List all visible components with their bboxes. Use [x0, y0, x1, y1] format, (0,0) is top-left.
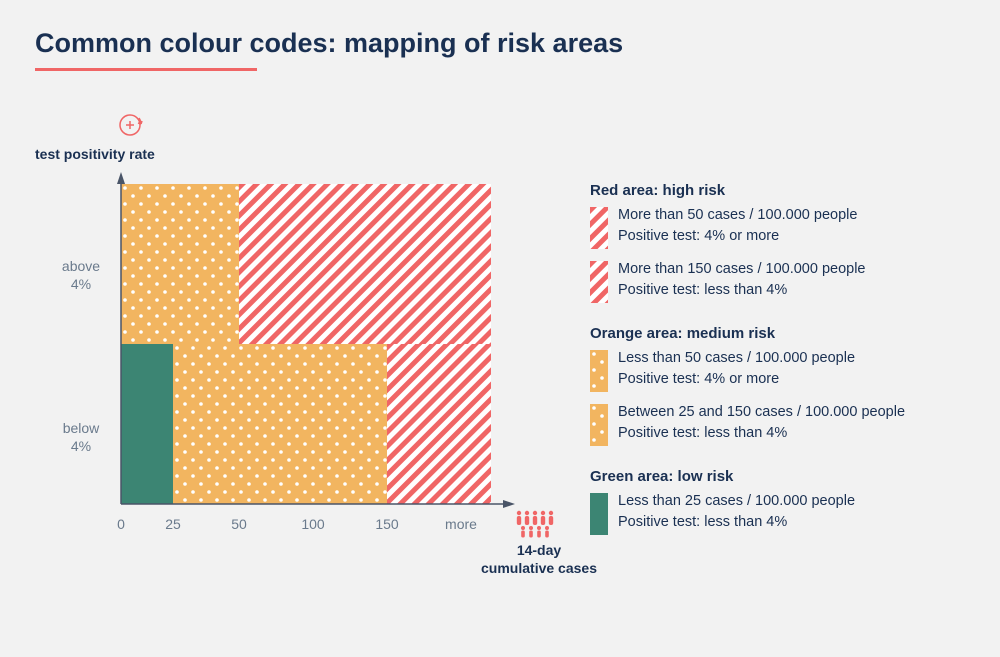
cell-above-red: [239, 184, 491, 344]
swatch-orange: [590, 404, 608, 446]
page-title: Common colour codes: mapping of risk are…: [35, 28, 623, 59]
y-axis-label: test positivity rate: [35, 146, 155, 162]
legend-red: Red area: high risk More than 50 cases /…: [590, 182, 980, 303]
legend-orange: Orange area: medium risk Less than 50 ca…: [590, 325, 980, 446]
title-underline: [35, 68, 257, 71]
x-tick-0: 0: [117, 516, 125, 532]
legend-green-entry-0: Less than 25 cases / 100.000 people Posi…: [618, 491, 855, 533]
plot-area: [121, 184, 491, 552]
legend-red-entry-1: More than 150 cases / 100.000 people Pos…: [618, 259, 865, 301]
legend-red-title: Red area: high risk: [590, 182, 980, 199]
x-tick-more: more: [445, 516, 477, 532]
cell-below-orange: [173, 344, 387, 504]
x-tick-25: 25: [165, 516, 181, 532]
swatch-green: [590, 493, 608, 535]
x-axis-label: 14-daycumulative cases: [479, 542, 599, 577]
cell-below-red: [387, 344, 491, 504]
legend-orange-title: Orange area: medium risk: [590, 325, 980, 342]
swatch-red: [590, 261, 608, 303]
x-tick-100: 100: [301, 516, 324, 532]
legend: Red area: high risk More than 50 cases /…: [590, 182, 980, 557]
legend-red-entry-0: More than 50 cases / 100.000 people Posi…: [618, 205, 857, 247]
y-tick-below: below4%: [53, 420, 109, 455]
cell-below-green: [121, 344, 173, 504]
legend-orange-entry-1: Between 25 and 150 cases / 100.000 peopl…: [618, 402, 905, 444]
y-tick-above: above4%: [53, 258, 109, 293]
x-tick-50: 50: [231, 516, 247, 532]
positivity-rate-icon: [115, 110, 145, 140]
swatch-orange: [590, 350, 608, 392]
x-tick-150: 150: [375, 516, 398, 532]
legend-green-title: Green area: low risk: [590, 468, 980, 485]
swatch-red: [590, 207, 608, 249]
legend-orange-entry-0: Less than 50 cases / 100.000 people Posi…: [618, 348, 855, 390]
risk-matrix-chart: test positivity rate above4% below4% 0 2…: [35, 110, 535, 630]
cell-above-orange: [121, 184, 239, 344]
people-icon: [513, 508, 555, 538]
legend-green: Green area: low risk Less than 25 cases …: [590, 468, 980, 535]
